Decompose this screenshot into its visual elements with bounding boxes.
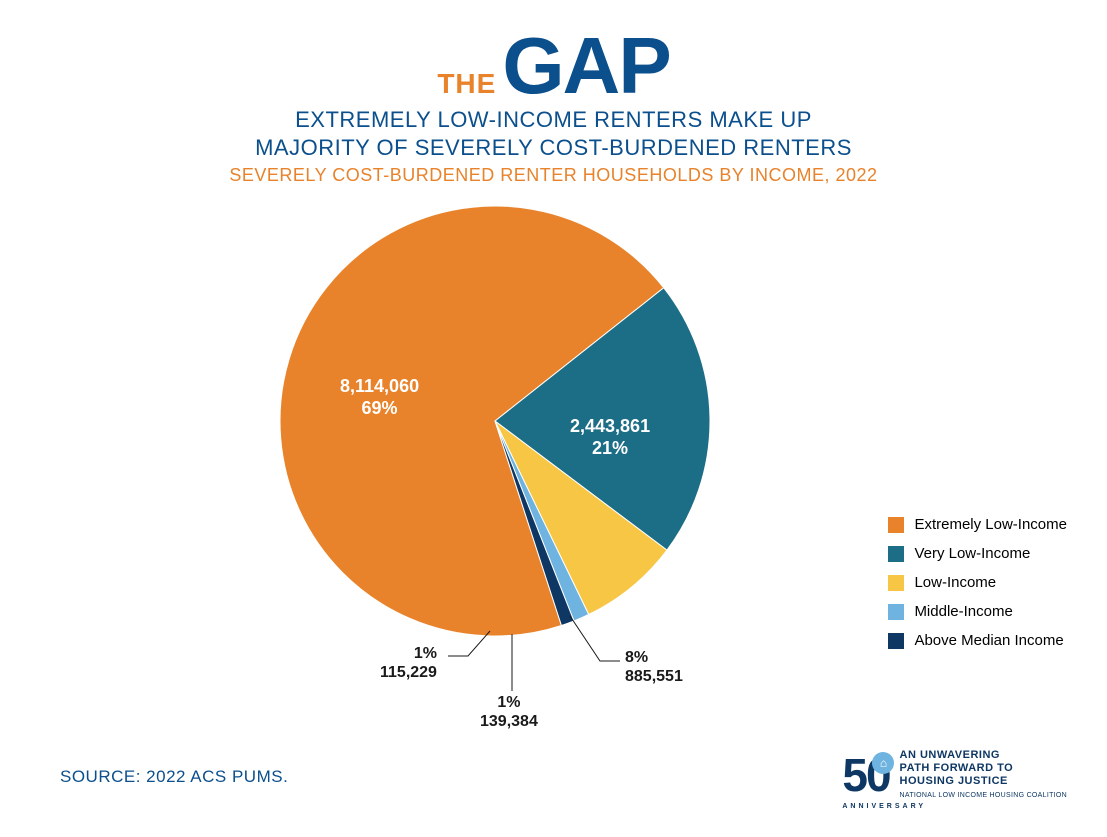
subtitle-line2: MAJORITY OF SEVERELY COST-BURDENED RENTE… xyxy=(255,135,852,160)
legend-swatch xyxy=(888,575,904,591)
tagline: AN UNWAVERING PATH FORWARD TO HOUSING JU… xyxy=(900,749,1067,802)
chart-area: 8,114,060 69% 2,443,861 21% 8% 885,551 1… xyxy=(0,186,1107,706)
logo-gap: GAP xyxy=(502,30,669,102)
logo: THE GAP xyxy=(0,30,1107,102)
legend-label: Low-Income xyxy=(914,574,996,591)
subtitle2: SEVERELY COST-BURDENED RENTER HOUSEHOLDS… xyxy=(0,165,1107,186)
tag-l3: HOUSING JUSTICE xyxy=(900,775,1008,787)
subtitle-line1: EXTREMELY LOW-INCOME RENTERS MAKE UP xyxy=(295,107,812,132)
mi-value: 139,384 xyxy=(480,713,538,730)
legend-row-4: Above Median Income xyxy=(888,632,1067,649)
legend: Extremely Low-Income Very Low-Income Low-I… xyxy=(888,516,1067,661)
ami-value: 115,229 xyxy=(380,664,437,681)
legend-row-1: Very Low-Income xyxy=(888,545,1067,562)
legend-label: Very Low-Income xyxy=(914,545,1030,562)
legend-label: Extremely Low-Income xyxy=(914,516,1067,533)
source-text: SOURCE: 2022 ACS PUMS. xyxy=(60,767,288,787)
mi-pct: 1% xyxy=(497,694,520,711)
li-pct: 8% xyxy=(625,649,648,666)
house-icon: ⌂ xyxy=(872,752,894,774)
legend-swatch xyxy=(888,604,904,620)
legend-swatch xyxy=(888,633,904,649)
legend-row-3: Middle-Income xyxy=(888,603,1067,620)
tag-sub: NATIONAL LOW INCOME HOUSING COALITION xyxy=(900,792,1067,799)
legend-label: Above Median Income xyxy=(914,632,1063,649)
slice-label-li: 8% 885,551 xyxy=(625,648,683,686)
tag-l1: AN UNWAVERING xyxy=(900,749,1000,761)
tag-l2: PATH FORWARD TO xyxy=(900,762,1014,774)
anniversary-text: ANNIVERSARY xyxy=(842,803,926,810)
legend-swatch xyxy=(888,546,904,562)
legend-swatch xyxy=(888,517,904,533)
legend-row-0: Extremely Low-Income xyxy=(888,516,1067,533)
fifty-logo: 50 ⌂ ANNIVERSARY xyxy=(842,748,889,802)
footer-logo: 50 ⌂ ANNIVERSARY AN UNWAVERING PATH FORW… xyxy=(842,748,1067,802)
fifty-5: 5 xyxy=(842,749,866,801)
legend-label: Middle-Income xyxy=(914,603,1012,620)
slice-label-ami: 1% 115,229 xyxy=(380,644,437,682)
header: THE GAP EXTREMELY LOW-INCOME RENTERS MAK… xyxy=(0,0,1107,186)
ami-pct: 1% xyxy=(414,645,437,662)
logo-the: THE xyxy=(437,68,496,100)
legend-row-2: Low-Income xyxy=(888,574,1067,591)
subtitle: EXTREMELY LOW-INCOME RENTERS MAKE UP MAJ… xyxy=(0,106,1107,161)
slice-label-mi: 1% 139,384 xyxy=(480,693,538,731)
li-value: 885,551 xyxy=(625,668,683,685)
